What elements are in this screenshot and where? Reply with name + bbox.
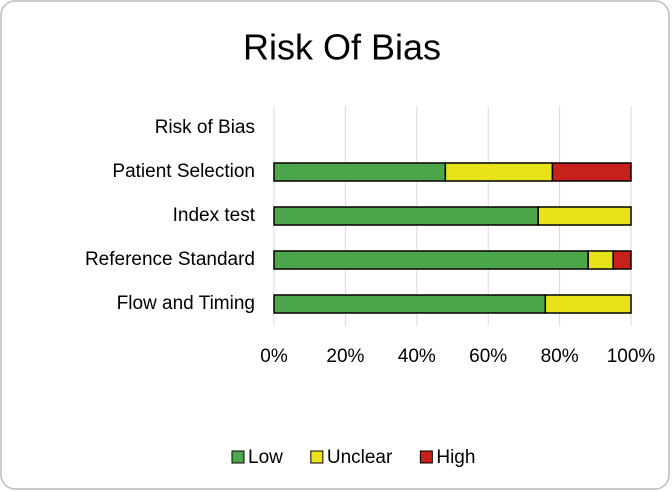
y-tick-label: Patient Selection xyxy=(112,161,255,182)
bar-segment xyxy=(544,294,632,314)
x-tick-label: 0% xyxy=(260,346,288,367)
bar-segment xyxy=(551,162,632,182)
legend-label: Unclear xyxy=(327,447,393,468)
x-tick-label: 80% xyxy=(541,346,579,367)
x-tick-label: 100% xyxy=(607,346,656,367)
legend-label: High xyxy=(436,447,475,468)
legend-swatch xyxy=(310,450,324,464)
bar-segment xyxy=(273,250,589,270)
legend-label: Low xyxy=(248,447,283,468)
x-tick-label: 20% xyxy=(326,346,364,367)
bar-segment xyxy=(444,162,554,182)
bar-segment xyxy=(587,250,614,270)
x-tick-label: 60% xyxy=(469,346,507,367)
y-tick-label: Flow and Timing xyxy=(117,293,255,314)
y-tick-label: Risk of Bias xyxy=(155,117,255,138)
bar-segment xyxy=(612,250,632,270)
bar-segment xyxy=(273,206,539,226)
bar-segment xyxy=(273,162,447,182)
legend-swatch xyxy=(231,450,245,464)
x-tick-label: 40% xyxy=(398,346,436,367)
bar-segment xyxy=(537,206,632,226)
legend-swatch xyxy=(419,450,433,464)
bar-segment xyxy=(273,294,547,314)
y-tick-label: Reference Standard xyxy=(85,249,255,270)
y-tick-label: Index test xyxy=(173,205,256,226)
chart-title: Risk Of Bias xyxy=(243,27,441,68)
